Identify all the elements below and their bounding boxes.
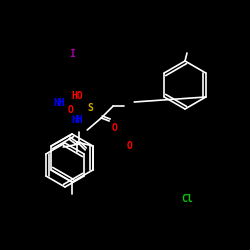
Text: O: O — [111, 123, 117, 133]
Text: O: O — [68, 105, 74, 115]
Text: NH: NH — [53, 98, 65, 108]
Text: S: S — [87, 103, 93, 113]
Text: NH: NH — [71, 115, 83, 125]
Text: Cl: Cl — [181, 194, 193, 204]
Text: O: O — [126, 141, 132, 151]
Text: I: I — [69, 49, 75, 59]
Text: HO: HO — [71, 91, 83, 101]
